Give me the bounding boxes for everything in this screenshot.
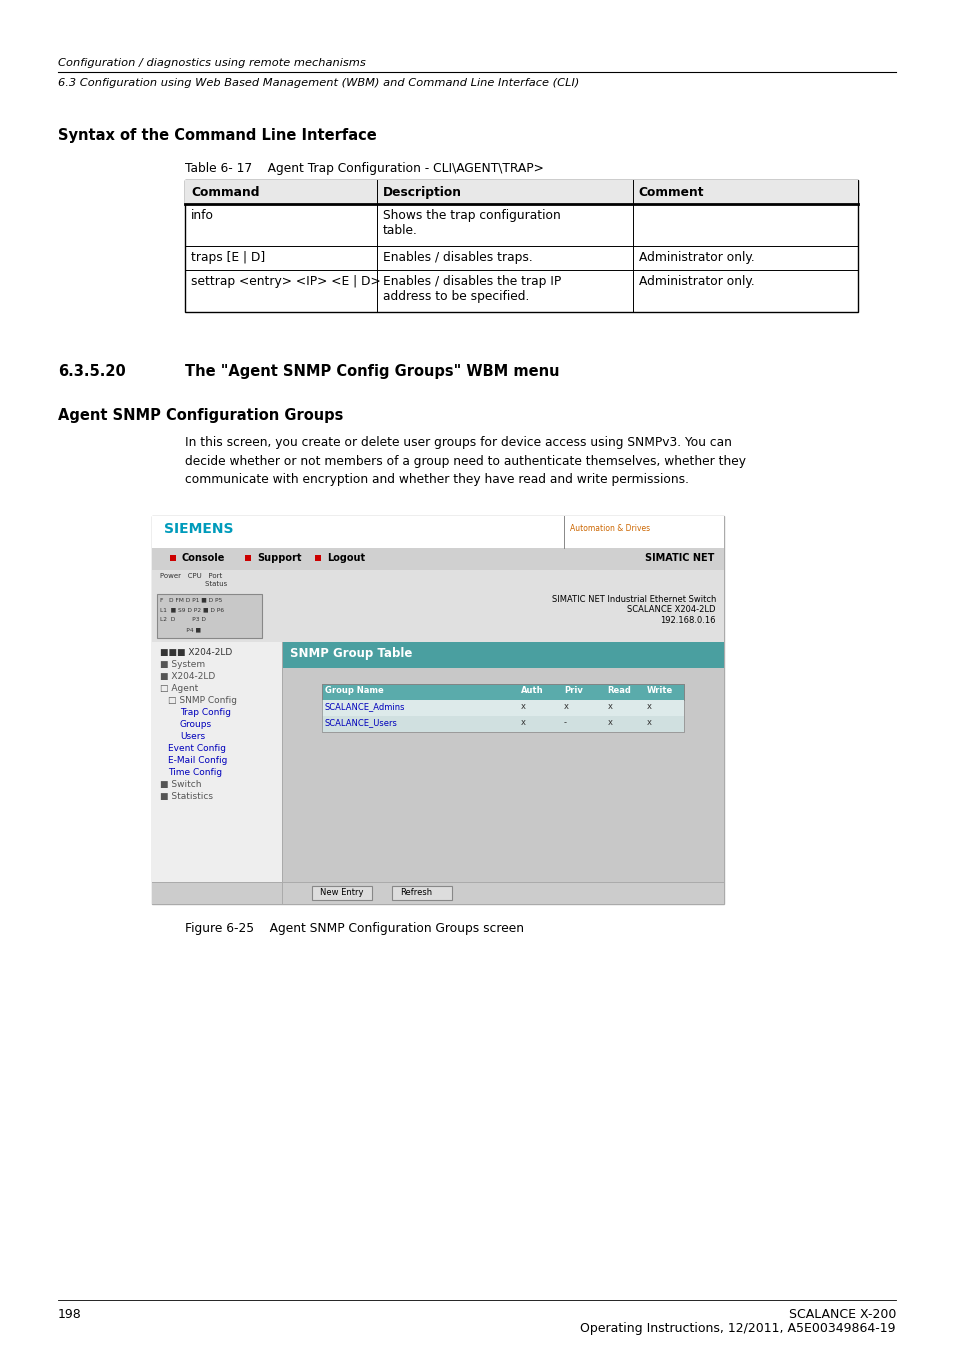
- Text: 6.3 Configuration using Web Based Management (WBM) and Command Line Interface (C: 6.3 Configuration using Web Based Manage…: [58, 78, 578, 88]
- Text: Administrator only.: Administrator only.: [638, 275, 754, 288]
- Bar: [392, 886, 452, 900]
- Text: SCALANCE X-200: SCALANCE X-200: [788, 1308, 895, 1322]
- Text: ■ X204-2LD: ■ X204-2LD: [160, 672, 215, 680]
- Text: settrap <entry> <IP> <E | D>: settrap <entry> <IP> <E | D>: [191, 275, 380, 288]
- Text: Comment: Comment: [638, 186, 703, 198]
- Bar: [314, 555, 320, 562]
- Text: x: x: [646, 718, 652, 728]
- Text: ■■■ X204-2LD: ■■■ X204-2LD: [160, 648, 232, 657]
- Text: Logout: Logout: [327, 554, 365, 563]
- Text: Time Config: Time Config: [168, 768, 222, 778]
- Text: ■ System: ■ System: [160, 660, 205, 670]
- Bar: [152, 570, 723, 590]
- Text: 198: 198: [58, 1308, 82, 1322]
- Bar: [322, 701, 683, 716]
- Text: SIEMENS: SIEMENS: [164, 522, 233, 536]
- Text: L1  ■ S9 D P2 ■ D P6: L1 ■ S9 D P2 ■ D P6: [160, 608, 224, 612]
- Text: □ SNMP Config: □ SNMP Config: [168, 697, 236, 705]
- Text: SCALANCE_Admins: SCALANCE_Admins: [325, 702, 405, 711]
- Text: Figure 6-25    Agent SNMP Configuration Groups screen: Figure 6-25 Agent SNMP Configuration Gro…: [185, 922, 523, 936]
- Text: SIMATIC NET: SIMATIC NET: [644, 554, 713, 563]
- Text: Power   CPU   Port: Power CPU Port: [160, 572, 222, 579]
- Text: Syntax of the Command Line Interface: Syntax of the Command Line Interface: [58, 128, 376, 143]
- Text: x: x: [646, 702, 652, 711]
- Text: Description: Description: [382, 186, 461, 198]
- Text: x: x: [607, 702, 612, 711]
- Bar: [282, 643, 723, 668]
- Bar: [152, 516, 723, 905]
- Bar: [322, 684, 683, 732]
- Text: Table 6- 17    Agent Trap Configuration - CLI\AGENT\TRAP>: Table 6- 17 Agent Trap Configuration - C…: [185, 162, 543, 176]
- Text: In this screen, you create or delete user groups for device access using SNMPv3.: In this screen, you create or delete use…: [185, 436, 745, 486]
- Text: Users: Users: [180, 732, 205, 741]
- Text: Agent SNMP Configuration Groups: Agent SNMP Configuration Groups: [58, 408, 343, 423]
- Text: SNMP Group Table: SNMP Group Table: [290, 647, 412, 660]
- Bar: [282, 643, 723, 905]
- Bar: [152, 516, 723, 548]
- Text: Administrator only.: Administrator only.: [638, 251, 754, 265]
- Text: info: info: [191, 209, 213, 221]
- Text: P4 ■: P4 ■: [160, 626, 201, 632]
- Bar: [322, 684, 683, 701]
- Text: x: x: [607, 718, 612, 728]
- Text: Groups: Groups: [180, 720, 212, 729]
- Text: E-Mail Config: E-Mail Config: [168, 756, 227, 765]
- Text: 6.3.5.20: 6.3.5.20: [58, 364, 126, 379]
- Bar: [185, 180, 857, 312]
- Text: Enables / disables the trap IP
address to be specified.: Enables / disables the trap IP address t…: [382, 275, 560, 302]
- Bar: [322, 716, 683, 732]
- Bar: [152, 643, 282, 905]
- Bar: [245, 555, 251, 562]
- Text: traps [E | D]: traps [E | D]: [191, 251, 265, 265]
- Text: ■ Switch: ■ Switch: [160, 780, 201, 788]
- Text: x: x: [520, 702, 525, 711]
- Text: x: x: [520, 718, 525, 728]
- Text: Support: Support: [256, 554, 301, 563]
- Text: x: x: [563, 702, 568, 711]
- Text: L2  D         P3 D: L2 D P3 D: [160, 617, 206, 622]
- Text: Operating Instructions, 12/2011, A5E00349864-19: Operating Instructions, 12/2011, A5E0034…: [579, 1322, 895, 1335]
- Text: Event Config: Event Config: [168, 744, 226, 753]
- Text: □ Agent: □ Agent: [160, 684, 198, 693]
- Text: -: -: [563, 718, 566, 728]
- Text: The "Agent SNMP Config Groups" WBM menu: The "Agent SNMP Config Groups" WBM menu: [185, 364, 558, 379]
- Text: Automation & Drives: Automation & Drives: [569, 524, 649, 533]
- Text: Auth: Auth: [520, 686, 542, 695]
- Text: Priv: Priv: [563, 686, 582, 695]
- Bar: [312, 886, 372, 900]
- Text: F   D FM D P1 ■ D P5: F D FM D P1 ■ D P5: [160, 597, 222, 602]
- Text: ■ Statistics: ■ Statistics: [160, 792, 213, 801]
- Text: Trap Config: Trap Config: [180, 707, 231, 717]
- Text: SIMATIC NET Industrial Ethernet Switch
SCALANCE X204-2LD
192.168.0.16: SIMATIC NET Industrial Ethernet Switch S…: [551, 595, 716, 625]
- Text: Shows the trap configuration
table.: Shows the trap configuration table.: [382, 209, 560, 238]
- Text: Group Name: Group Name: [325, 686, 383, 695]
- Bar: [152, 548, 723, 570]
- Bar: [185, 180, 857, 204]
- Text: SCALANCE_Users: SCALANCE_Users: [325, 718, 397, 728]
- Text: Status: Status: [160, 580, 227, 587]
- Bar: [152, 882, 723, 905]
- Text: Command: Command: [191, 186, 259, 198]
- Bar: [170, 555, 175, 562]
- Bar: [157, 594, 262, 639]
- Text: Write: Write: [646, 686, 673, 695]
- Text: Enables / disables traps.: Enables / disables traps.: [382, 251, 532, 265]
- Text: Console: Console: [182, 554, 225, 563]
- Text: Configuration / diagnostics using remote mechanisms: Configuration / diagnostics using remote…: [58, 58, 365, 68]
- Text: New Entry: New Entry: [319, 888, 363, 896]
- Text: Refresh: Refresh: [399, 888, 432, 896]
- Bar: [152, 590, 723, 643]
- Text: Read: Read: [607, 686, 631, 695]
